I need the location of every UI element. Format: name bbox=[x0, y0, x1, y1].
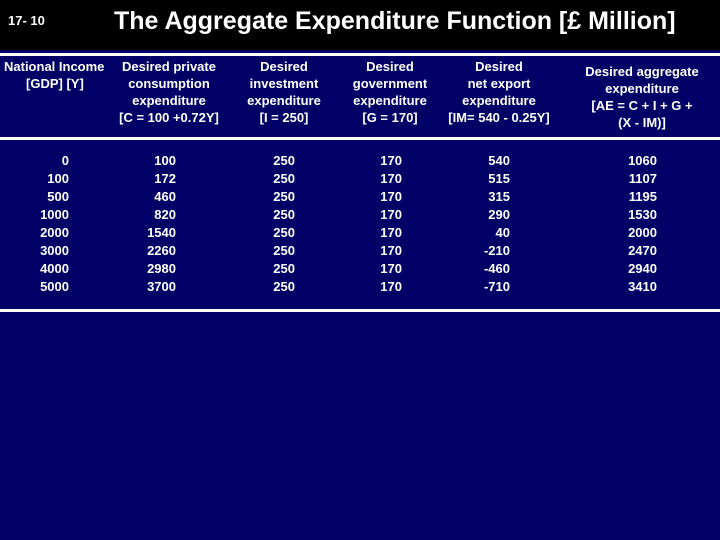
column-cells: 100 172 460 820 1540 2260 2980 3700 bbox=[110, 152, 176, 296]
table-cell: 170 bbox=[380, 153, 402, 168]
column-header: Desired government expenditure [G = 170] bbox=[341, 58, 439, 134]
table-cell: 3000 bbox=[40, 243, 69, 258]
table-cell: 170 bbox=[380, 279, 402, 294]
table-cell: 250 bbox=[273, 225, 295, 240]
table-cell: -460 bbox=[483, 261, 510, 276]
column-cells: 0 100 500 1000 2000 3000 4000 5000 bbox=[4, 152, 69, 296]
header-line: net export bbox=[467, 76, 531, 91]
column-header: Desired private consumption expenditure … bbox=[110, 58, 228, 134]
column-investment: Desired investment expenditure [I = 250]… bbox=[238, 58, 330, 294]
table-cell: 170 bbox=[380, 243, 402, 258]
header-line: [G = 170] bbox=[362, 110, 418, 125]
column-header: Desired aggregate expenditure [AE = C + … bbox=[574, 63, 710, 134]
divider-top bbox=[0, 53, 720, 56]
table-cell: 1000 bbox=[40, 207, 69, 222]
table-cell: 460 bbox=[154, 189, 176, 204]
column-consumption: Desired private consumption expenditure … bbox=[110, 58, 228, 294]
column-header: National Income [GDP] [Y] bbox=[4, 58, 116, 134]
column-cells: 250 250 250 250 250 250 250 250 bbox=[238, 152, 295, 296]
table-cell: 2260 bbox=[147, 243, 176, 258]
header-line: [IM= 540 - 0.25Y] bbox=[448, 110, 550, 125]
table-cell: 170 bbox=[380, 225, 402, 240]
table-cell: 1195 bbox=[628, 189, 657, 204]
header-line: expenditure bbox=[462, 93, 536, 108]
table-cell: 250 bbox=[273, 243, 295, 258]
table-cell: 250 bbox=[273, 279, 295, 294]
header-line: (X - IM)] bbox=[618, 115, 666, 130]
column-cells: 170 170 170 170 170 170 170 170 bbox=[341, 152, 402, 296]
table-cell: 500 bbox=[47, 189, 69, 204]
column-government: Desired government expenditure [G = 170]… bbox=[341, 58, 439, 294]
table-cell: 5000 bbox=[40, 279, 69, 294]
table-cell: 1060 bbox=[628, 153, 657, 168]
table-cell: 540 bbox=[488, 153, 510, 168]
column-cells: 540 515 315 290 40 -210 -460 -710 bbox=[441, 152, 510, 296]
header-line: National Income bbox=[4, 59, 105, 74]
table-cell: 172 bbox=[154, 171, 176, 186]
table-cell: 250 bbox=[273, 171, 295, 186]
table-cell: 1540 bbox=[147, 225, 176, 240]
slide-number: 17- 10 bbox=[8, 13, 45, 28]
table-cell: 40 bbox=[495, 225, 510, 240]
column-net-export: Desired net export expenditure [IM= 540 … bbox=[441, 58, 557, 294]
table-cell: 2470 bbox=[628, 243, 657, 258]
header-line: consumption bbox=[128, 76, 210, 91]
header-line: [I = 250] bbox=[259, 110, 309, 125]
table-cell: 3410 bbox=[628, 279, 657, 294]
header-line: Desired bbox=[366, 59, 414, 74]
table-cell: 2000 bbox=[628, 225, 657, 240]
table-cell: 290 bbox=[488, 207, 510, 222]
header-line: expenditure bbox=[353, 93, 427, 108]
table-cell: 4000 bbox=[40, 261, 69, 276]
table-cell: 0 bbox=[61, 153, 69, 168]
table-cell: 100 bbox=[47, 171, 69, 186]
column-national-income: National Income [GDP] [Y] 0 100 500 1000… bbox=[4, 58, 116, 294]
table-cell: 2980 bbox=[147, 261, 176, 276]
header-line: expenditure bbox=[247, 93, 321, 108]
header-line: expenditure bbox=[605, 81, 679, 96]
header-line: [AE = C + I + G + bbox=[591, 98, 693, 113]
header-line: Desired aggregate bbox=[585, 64, 699, 79]
table-cell: -710 bbox=[483, 279, 510, 294]
column-header: Desired net export expenditure [IM= 540 … bbox=[441, 58, 557, 134]
header-line: [C = 100 +0.72Y] bbox=[119, 110, 219, 125]
table-cell: 170 bbox=[380, 189, 402, 204]
table-cell: 250 bbox=[273, 153, 295, 168]
table-cell: 2940 bbox=[628, 261, 657, 276]
table-cell: 1530 bbox=[628, 207, 657, 222]
table-cell: 170 bbox=[380, 171, 402, 186]
divider-header bbox=[0, 137, 720, 140]
divider-bottom bbox=[0, 309, 720, 312]
header-line: [GDP] [Y] bbox=[26, 76, 84, 91]
table-cell: 250 bbox=[273, 261, 295, 276]
column-header: Desired investment expenditure [I = 250] bbox=[238, 58, 330, 134]
table-cell: 250 bbox=[273, 189, 295, 204]
header-line: expenditure bbox=[132, 93, 206, 108]
table-cell: 170 bbox=[380, 207, 402, 222]
table-cell: -210 bbox=[483, 243, 510, 258]
table-cell: 1107 bbox=[628, 171, 657, 186]
header-line: Desired bbox=[475, 59, 523, 74]
table-cell: 3700 bbox=[147, 279, 176, 294]
header-line: government bbox=[352, 76, 428, 91]
header-line: Desired private bbox=[122, 59, 216, 74]
table-cell: 315 bbox=[488, 189, 510, 204]
slide-title: The Aggregate Expenditure Function [£ Mi… bbox=[114, 7, 676, 35]
table-cell: 100 bbox=[154, 153, 176, 168]
table-cell: 820 bbox=[154, 207, 176, 222]
table-cell: 2000 bbox=[40, 225, 69, 240]
column-cells: 1060 1107 1195 1530 2000 2470 2940 3410 bbox=[574, 152, 657, 296]
header-line: Desired bbox=[260, 59, 308, 74]
table-cell: 250 bbox=[273, 207, 295, 222]
table-cell: 515 bbox=[488, 171, 510, 186]
header-line: investment bbox=[249, 76, 319, 91]
column-aggregate-expenditure: Desired aggregate expenditure [AE = C + … bbox=[574, 63, 710, 294]
table-cell: 170 bbox=[380, 261, 402, 276]
title-bar: 17- 10 The Aggregate Expenditure Functio… bbox=[0, 0, 720, 50]
